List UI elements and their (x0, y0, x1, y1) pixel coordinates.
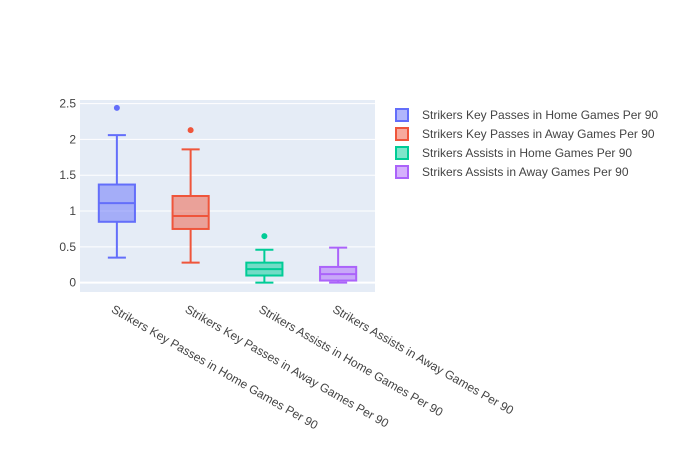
legend-swatch (395, 165, 409, 179)
y-tick-label: 0.5 (59, 240, 76, 254)
y-tick-label: 1 (69, 204, 76, 218)
legend-swatch (395, 108, 409, 122)
x-axis: Strikers Key Passes in Home Games Per 90… (109, 302, 516, 432)
y-tick-label: 2 (69, 132, 76, 146)
y-tick-label: 1.5 (59, 168, 76, 182)
outlier-point[interactable] (187, 127, 194, 134)
box-1[interactable] (97, 104, 136, 259)
legend-label: Strikers Assists in Away Games Per 90 (422, 165, 629, 179)
legend[interactable]: Strikers Key Passes in Home Games Per 90… (395, 108, 658, 179)
y-tick-label: 2.5 (59, 97, 76, 111)
box-2[interactable] (171, 127, 210, 264)
legend-item-4[interactable]: Strikers Assists in Away Games Per 90 (395, 165, 629, 179)
legend-swatch (395, 127, 409, 141)
box-4[interactable] (319, 246, 358, 284)
box-series (97, 104, 358, 284)
legend-item-3[interactable]: Strikers Assists in Home Games Per 90 (395, 146, 632, 160)
box-3[interactable] (245, 233, 284, 284)
outlier-point[interactable] (261, 233, 268, 240)
legend-label: Strikers Assists in Home Games Per 90 (422, 146, 632, 160)
y-axis: 0 0.5 1 1.5 2 2.5 (59, 97, 76, 290)
legend-label: Strikers Key Passes in Home Games Per 90 (422, 108, 658, 122)
y-tick-label: 0 (69, 276, 76, 290)
outlier-point[interactable] (113, 104, 120, 111)
legend-item-1[interactable]: Strikers Key Passes in Home Games Per 90 (395, 108, 658, 122)
legend-label: Strikers Key Passes in Away Games Per 90 (422, 127, 655, 141)
legend-item-2[interactable]: Strikers Key Passes in Away Games Per 90 (395, 127, 655, 141)
interquartile-box (171, 195, 210, 230)
legend-swatch (395, 146, 409, 160)
